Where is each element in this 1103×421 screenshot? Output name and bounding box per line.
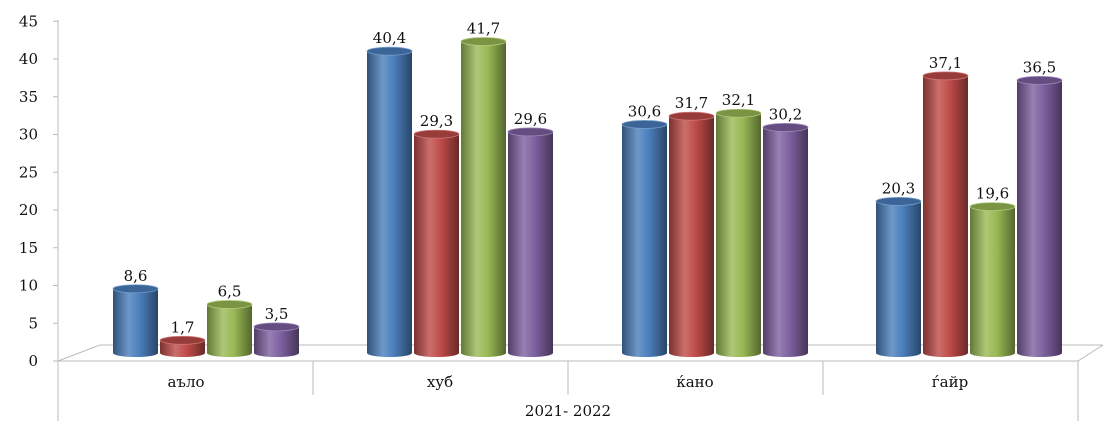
bar-body [1017,80,1062,357]
bar-body [461,41,506,357]
y-tick-label: 20 [19,201,38,219]
y-tick-label: 30 [19,126,38,144]
bar [366,46,413,357]
bar [206,300,253,357]
bar [1016,75,1063,357]
category-label: аъло [167,373,204,391]
data-label: 32,1 [722,91,755,109]
y-tick-label: 5 [28,314,38,332]
category-label: хуб [427,373,453,391]
bar-top [715,108,762,118]
data-label: 29,6 [514,110,547,128]
y-tick-label: 10 [19,277,38,295]
data-label: 36,5 [1023,58,1056,76]
bar-top [366,46,413,56]
bar-body [622,124,667,357]
data-label: 30,6 [628,102,661,120]
y-tick-label: 15 [19,239,38,257]
bar-body [113,288,158,357]
bar-top [969,202,1016,211]
bar-body [367,51,412,357]
bar-top [159,335,206,345]
category-label: ѓайр [932,373,968,391]
bar [762,123,809,357]
bar [507,127,554,357]
bar-body [160,340,205,357]
bar-body [716,113,761,357]
data-label: 20,3 [882,179,915,197]
data-label: 19,6 [976,185,1009,203]
bar [460,37,507,357]
bar-body [923,75,968,357]
data-label: 41,7 [467,20,500,38]
data-label: 8,6 [124,267,148,285]
bar [413,129,460,357]
data-label: 29,3 [420,112,453,130]
bar-top [206,300,253,309]
y-tick-label: 45 [19,12,38,30]
bar [969,202,1016,357]
bar-body [876,201,921,357]
data-label: 6,5 [218,282,242,300]
bar [159,335,206,357]
y-tick-label: 0 [28,352,38,370]
bar [253,322,300,357]
bar-top [507,127,554,137]
y-tick-label: 35 [19,88,38,106]
bar-top [112,284,159,294]
bar-body [970,206,1015,357]
data-label: 31,7 [675,94,708,112]
category-label: ќано [676,373,713,391]
bar-body [414,134,459,357]
data-label: 30,2 [769,105,802,123]
bar [668,111,715,358]
bar-body [508,131,553,357]
bar-body [763,127,808,357]
bar-top [1016,75,1063,85]
bar-top [922,71,969,81]
bar [112,284,159,357]
bar [621,120,668,357]
bar [875,196,922,357]
bar-top [413,129,460,139]
bar-top [875,196,922,206]
bar-top [621,120,668,129]
y-tick-label: 25 [19,163,38,181]
data-label: 1,7 [171,318,195,336]
bar-body [254,326,299,357]
group-label: 2021- 2022 [525,402,611,420]
data-label: 3,5 [265,305,289,323]
bar-top [253,322,300,332]
bar [715,108,762,357]
bar-body [669,116,714,358]
bar-top [668,111,715,121]
data-label: 37,1 [929,54,962,72]
bar-top [762,123,809,132]
data-label: 40,4 [373,29,406,47]
bar-body [207,304,252,357]
bar-top [460,37,507,46]
bar [922,71,969,357]
y-tick-label: 40 [19,50,38,68]
